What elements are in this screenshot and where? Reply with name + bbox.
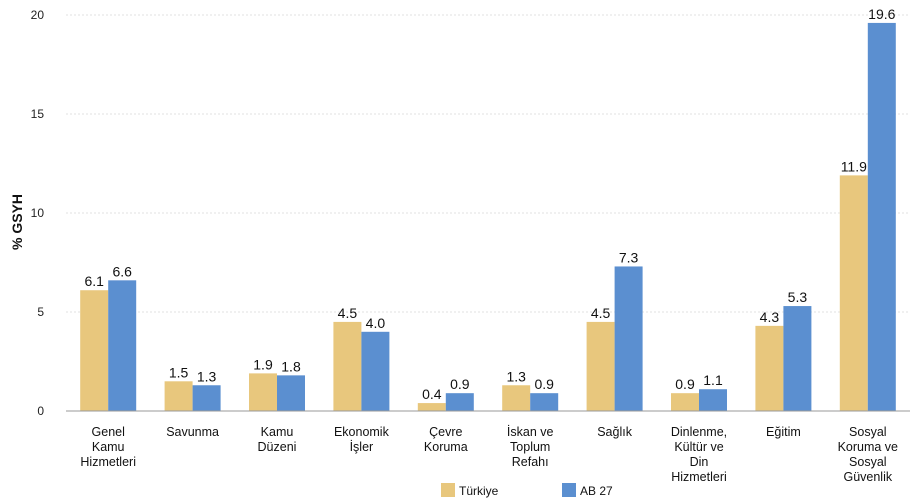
data-label: 4.5 xyxy=(338,305,358,321)
legend-label: Türkiye xyxy=(459,484,499,498)
legend: Türkiye AB 27 xyxy=(441,483,613,498)
data-label: 6.1 xyxy=(84,273,104,289)
bar-turkiye xyxy=(249,373,277,411)
data-label: 4.3 xyxy=(760,309,780,325)
category-label: Çevre Koruma xyxy=(424,425,468,454)
data-label: 1.1 xyxy=(703,372,723,388)
data-label: 5.3 xyxy=(788,289,808,305)
data-label: 7.3 xyxy=(619,249,639,265)
data-label: 1.9 xyxy=(253,356,273,372)
bar-turkiye xyxy=(164,381,193,411)
y-tick-label: 10 xyxy=(31,206,45,220)
y-tick-label: 15 xyxy=(31,107,45,121)
category-label: Savunma xyxy=(166,425,219,439)
category-label: Sağlık xyxy=(597,425,632,439)
y-tick-label: 20 xyxy=(31,8,45,22)
y-tick-label: 5 xyxy=(37,305,44,319)
y-tick-label: 0 xyxy=(37,404,44,418)
category-label: Sosyal Koruma ve Sosyal Güvenlik xyxy=(838,425,898,484)
bar-turkiye xyxy=(755,325,784,411)
data-label: 1.5 xyxy=(169,364,189,380)
bar-turkiye xyxy=(586,321,615,411)
bar-turkiye xyxy=(333,321,362,411)
bar-ab27 xyxy=(108,280,137,411)
bar-turkiye xyxy=(80,290,109,411)
legend-swatch xyxy=(562,483,576,497)
data-label: 0.9 xyxy=(675,376,695,392)
category-labels: Genel Kamu Hizmetleri Savunma Kamu Düzeni Ekon… xyxy=(80,425,898,484)
data-label: 19.6 xyxy=(868,6,895,22)
legend-swatch xyxy=(441,483,455,497)
category-label: Eğitim xyxy=(766,425,801,439)
bar-ab27 xyxy=(614,266,643,411)
category-label: Dinlenme, Kültür ve Din Hizmetleri xyxy=(671,425,727,484)
bar-ab27 xyxy=(361,331,390,411)
bar-ab27 xyxy=(867,22,896,411)
data-label: 0.9 xyxy=(534,376,554,392)
legend-label: AB 27 xyxy=(580,484,613,498)
data-label: 0.9 xyxy=(450,376,470,392)
bar-turkiye xyxy=(839,175,868,411)
bar-ab27 xyxy=(445,393,474,411)
bar-turkiye xyxy=(671,393,699,411)
data-labels: 6.1 6.6 1.5 1.3 1.9 1.8 4.5 4.0 0.4 0.9 1.3 0.9 4.5 7… xyxy=(84,6,895,402)
y-axis-label: % GSYH xyxy=(9,194,25,250)
category-label: Ekonomik İşler xyxy=(334,425,390,454)
data-label: 4.0 xyxy=(366,315,386,331)
category-label: Kamu Düzeni xyxy=(258,425,297,454)
category-label: İskan ve Toplum Refahı xyxy=(507,425,554,469)
bar-ab27 xyxy=(192,385,221,411)
category-label: Genel Kamu Hizmetleri xyxy=(80,425,136,469)
data-label: 6.6 xyxy=(112,263,132,279)
bars xyxy=(80,22,896,411)
gridlines xyxy=(66,14,910,313)
bar-ab27 xyxy=(530,393,559,411)
bar-turkiye xyxy=(502,385,531,411)
bar-turkiye xyxy=(417,403,446,411)
data-label: 0.4 xyxy=(422,386,442,402)
bar-ab27 xyxy=(783,306,812,411)
data-label: 1.3 xyxy=(506,368,526,384)
bar-ab27 xyxy=(699,389,727,411)
data-label: 4.5 xyxy=(591,305,611,321)
data-label: 1.3 xyxy=(197,368,217,384)
bar-ab27 xyxy=(277,375,305,411)
y-axis-ticks: 0 5 10 15 20 xyxy=(31,8,45,418)
data-label: 11.9 xyxy=(841,158,867,174)
data-label: 1.8 xyxy=(281,358,301,374)
